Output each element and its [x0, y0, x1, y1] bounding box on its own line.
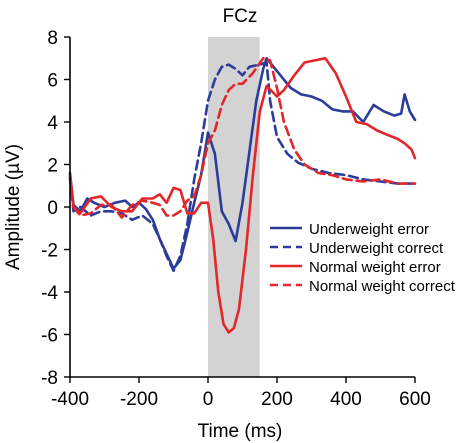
series-line-3 — [68, 57, 417, 334]
x-tick-label: 600 — [399, 389, 431, 410]
ticks-layer: -400 -200 0 200 400 600 -8 -6 -4 -2 0 2 4 6 8 — [41, 28, 431, 410]
series-line-4 — [68, 57, 417, 219]
series-layer — [68, 57, 417, 334]
y-tick-label: 2 — [47, 156, 58, 177]
legend-label: Underweight correct — [309, 240, 444, 257]
legend-label: Underweight error — [309, 221, 429, 238]
x-tick-label: -200 — [120, 389, 158, 410]
chart-title: FCz — [223, 6, 258, 27]
y-tick-label: -6 — [41, 326, 58, 347]
legend-label: Normal weight correct — [309, 278, 456, 295]
legend-label: Normal weight error — [309, 259, 441, 276]
y-tick-label: 8 — [47, 28, 58, 49]
x-tick-label: 400 — [330, 389, 362, 410]
y-tick-label: 4 — [47, 113, 58, 134]
y-tick-label: -2 — [41, 241, 58, 262]
x-tick-label: -400 — [51, 389, 89, 410]
x-axis-label: Time (ms) — [198, 421, 283, 442]
y-tick-label: -4 — [41, 283, 58, 304]
series-line-1 — [68, 57, 417, 270]
x-tick-label: 200 — [261, 389, 293, 410]
y-tick-label: -8 — [41, 368, 58, 389]
legend: Underweight error Underweight correct Norm… — [270, 221, 456, 295]
y-tick-label: 6 — [47, 71, 58, 92]
y-tick-label: 0 — [47, 198, 58, 219]
y-axis-label: Amplitude (µV) — [3, 144, 24, 270]
x-tick-label: 0 — [203, 389, 214, 410]
